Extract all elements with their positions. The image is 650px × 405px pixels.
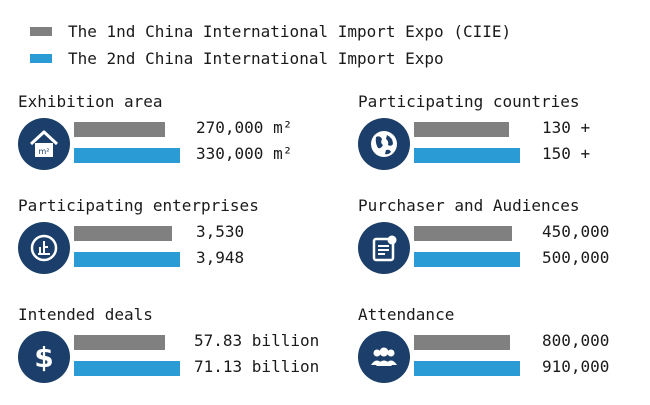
legend-label-edition-1: The 1nd China International Import Expo … bbox=[68, 22, 512, 41]
bar-exhibition-area-edition-2 bbox=[74, 148, 180, 163]
value-exhibition-area-edition-1: 270,000 m² bbox=[196, 118, 293, 137]
house-icon: m² bbox=[18, 118, 70, 170]
panel-title: Participating countries bbox=[358, 92, 580, 111]
dollar-icon: $ bbox=[18, 331, 70, 383]
legend-label-edition-2: The 2nd China International Import Expo bbox=[68, 49, 444, 68]
value-participating-enterprises-edition-1: 3,530 bbox=[196, 222, 245, 241]
value-purchaser-and-audiences-edition-1: 450,000 bbox=[542, 222, 610, 241]
bar-participating-enterprises-edition-1 bbox=[74, 226, 172, 241]
legend-swatch-edition-2 bbox=[30, 54, 52, 63]
panel-title: Participating enterprises bbox=[18, 196, 259, 215]
bar-intended-deals-edition-1 bbox=[74, 335, 166, 350]
document-icon bbox=[358, 222, 410, 274]
panel-participating-enterprises: Participating enterprises 3,530 3,948 bbox=[18, 196, 318, 278]
value-purchaser-and-audiences-edition-2: 500,000 bbox=[542, 248, 610, 267]
panel-title: Intended deals bbox=[18, 305, 153, 324]
bar-participating-countries-edition-2 bbox=[414, 148, 520, 163]
bar-participating-countries-edition-1 bbox=[414, 122, 510, 137]
panel-title: Exhibition area bbox=[18, 92, 163, 111]
enterprise-icon bbox=[18, 222, 70, 274]
panel-participating-countries: Participating countries 130 + 150 + bbox=[358, 92, 650, 174]
value-intended-deals-edition-1: 57.83 billion bbox=[194, 331, 320, 350]
value-intended-deals-edition-2: 71.13 billion bbox=[194, 357, 320, 376]
bar-exhibition-area-edition-1 bbox=[74, 122, 166, 137]
panel-attendance: Attendance 800,000 910,000 bbox=[358, 305, 650, 387]
panel-exhibition-area: Exhibition area m² 270,000 m² 330,000 m² bbox=[18, 92, 318, 174]
value-participating-countries-edition-1: 130 + bbox=[542, 118, 591, 137]
bar-attendance-edition-1 bbox=[414, 335, 511, 350]
panel-purchaser-and-audiences: Purchaser and Audiences 450,000 500,000 bbox=[358, 196, 650, 278]
value-exhibition-area-edition-2: 330,000 m² bbox=[196, 144, 293, 163]
svg-text:m²: m² bbox=[39, 147, 50, 156]
people-icon bbox=[358, 331, 410, 383]
value-attendance-edition-2: 910,000 bbox=[542, 357, 610, 376]
value-participating-countries-edition-2: 150 + bbox=[542, 144, 591, 163]
globe-icon bbox=[358, 118, 410, 170]
bar-purchaser-and-audiences-edition-1 bbox=[414, 226, 512, 241]
panel-intended-deals: Intended deals $ 57.83 billion 71.13 bil… bbox=[18, 305, 320, 387]
value-attendance-edition-1: 800,000 bbox=[542, 331, 610, 350]
svg-text:$: $ bbox=[34, 341, 53, 374]
bar-attendance-edition-2 bbox=[414, 361, 520, 376]
bar-participating-enterprises-edition-2 bbox=[74, 252, 180, 267]
panel-title: Purchaser and Audiences bbox=[358, 196, 580, 215]
legend-swatch-edition-1 bbox=[30, 27, 52, 36]
bar-purchaser-and-audiences-edition-2 bbox=[414, 252, 520, 267]
panel-title: Attendance bbox=[358, 305, 455, 324]
bar-intended-deals-edition-2 bbox=[74, 361, 180, 376]
value-participating-enterprises-edition-2: 3,948 bbox=[196, 248, 245, 267]
